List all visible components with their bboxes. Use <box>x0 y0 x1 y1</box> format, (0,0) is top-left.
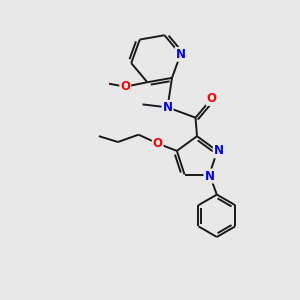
Text: N: N <box>205 169 214 182</box>
Text: N: N <box>176 48 185 61</box>
Text: N: N <box>214 144 224 157</box>
Text: O: O <box>207 92 217 105</box>
Text: O: O <box>153 137 163 150</box>
Text: N: N <box>163 101 172 114</box>
Text: O: O <box>120 80 130 93</box>
